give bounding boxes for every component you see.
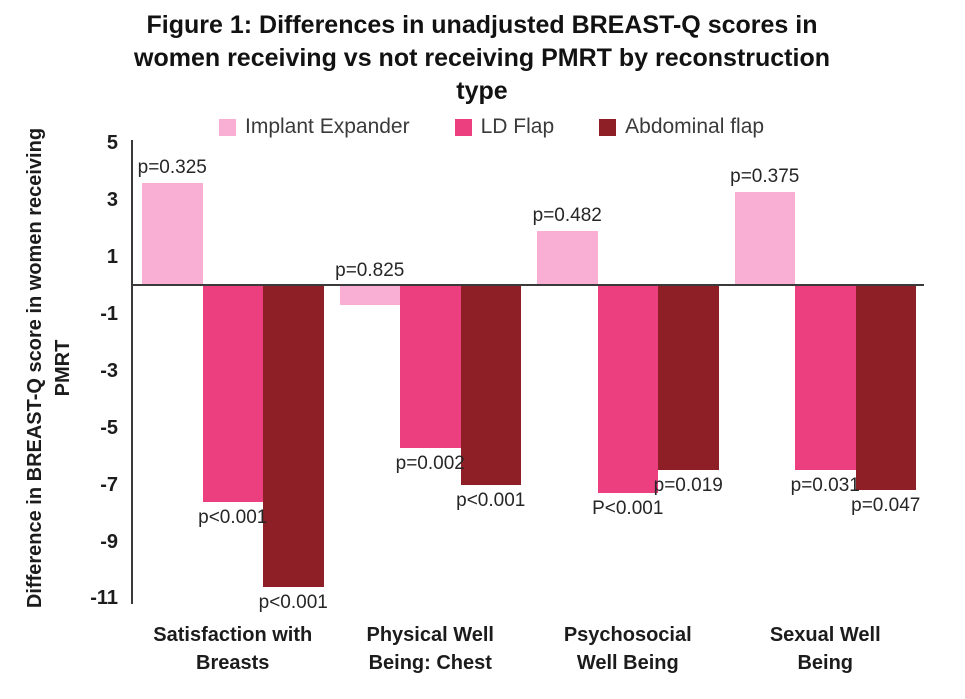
x-category-label: Psychosocial Well Being (563, 624, 692, 674)
y-tick-label: 1 (106, 246, 118, 269)
x-category-label: Satisfaction with Breasts (153, 624, 313, 674)
bar-implant-expander (142, 183, 203, 286)
y-tick-label: 3 (106, 189, 118, 212)
y-tick-label: -5 (100, 416, 118, 439)
p-value-label: p=0.019 (653, 475, 723, 497)
zero-baseline (131, 284, 924, 286)
p-value-label: p=0.482 (532, 205, 602, 227)
p-value-label: p=0.031 (790, 475, 860, 497)
chart-legend: Implant Expander LD Flap Abdominal flap (219, 115, 764, 139)
bar-abdominal-flap (658, 285, 719, 471)
y-tick-label: -1 (100, 302, 118, 325)
chart-title: Figure 1: Differences in unadjusted BREA… (134, 11, 830, 105)
legend-swatch (219, 118, 236, 136)
p-value-label: p<0.001 (456, 489, 526, 511)
p-value-label: p=0.325 (137, 157, 207, 179)
bar-abdominal-flap (855, 285, 916, 491)
x-category-label: Physical Well Being: Chest (366, 624, 494, 674)
y-tick-label: -9 (100, 530, 118, 553)
legend-label: LD Flap (480, 115, 555, 138)
p-value-label: P<0.001 (592, 498, 664, 520)
p-value-label: p=0.047 (851, 495, 921, 517)
legend-swatch (599, 118, 617, 136)
y-tick-label: -11 (90, 587, 118, 610)
p-value-label: p=0.002 (395, 452, 465, 474)
legend-label: Implant Expander (245, 115, 410, 138)
bar-ld-flap (400, 285, 461, 448)
y-tick-label: -7 (100, 473, 118, 496)
y-tick-label: 5 (106, 132, 118, 155)
p-value-label: p<0.001 (258, 592, 328, 614)
legend-item: Implant Expander (219, 115, 410, 139)
x-category-label: Sexual Well Being (769, 624, 881, 674)
bar-implant-expander (537, 231, 598, 286)
legend-item: LD Flap (454, 115, 555, 139)
p-value-label: p=0.375 (730, 165, 800, 187)
p-value-label: p=0.825 (335, 259, 405, 281)
bar-abdominal-flap (460, 285, 521, 485)
bar-implant-expander (734, 191, 795, 286)
bar-implant-expander (339, 285, 400, 306)
p-value-label: p<0.001 (198, 506, 268, 528)
bar-abdominal-flap (263, 285, 324, 588)
bar-ld-flap (795, 285, 856, 471)
legend-item: Abdominal flap (599, 115, 764, 139)
y-axis-line (131, 140, 133, 604)
bar-ld-flap (202, 285, 263, 502)
y-tick-label: -3 (100, 359, 118, 382)
legend-swatch (454, 118, 472, 136)
legend-label: Abdominal flap (625, 115, 765, 138)
bar-ld-flap (597, 285, 658, 494)
